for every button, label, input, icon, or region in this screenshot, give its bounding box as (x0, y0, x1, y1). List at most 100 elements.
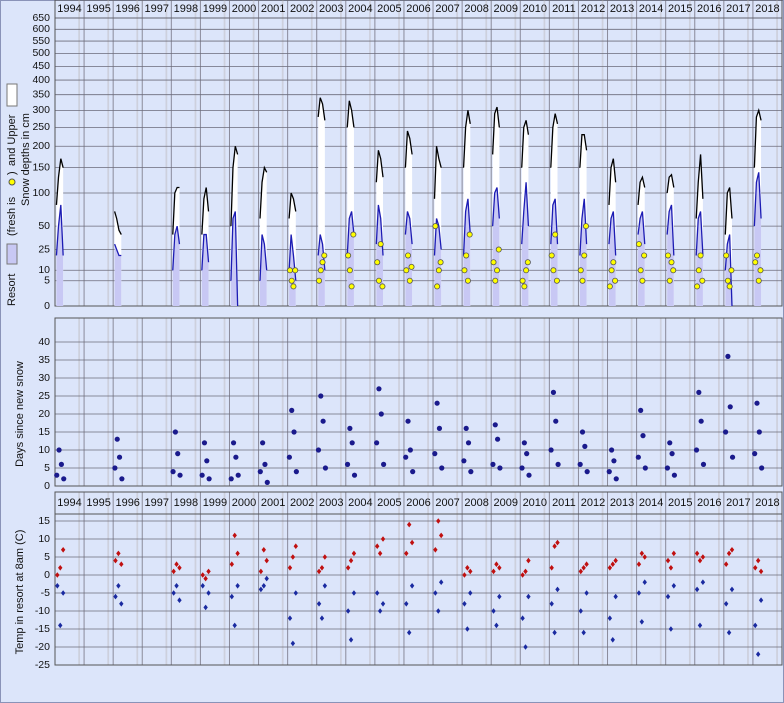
fresh-snow-point (374, 259, 381, 266)
x-tick-label: 2007 (435, 3, 459, 15)
line (375, 150, 384, 183)
point (344, 461, 351, 467)
temp-point (119, 561, 124, 567)
point (349, 440, 355, 446)
line (695, 154, 704, 219)
shade-stripe (310, 492, 313, 665)
plot-frame (54, 491, 783, 666)
temp-point (642, 554, 647, 560)
line (753, 172, 762, 227)
fresh-snow-point (432, 223, 439, 230)
x-tick-label: 1998 (174, 3, 198, 15)
line (724, 187, 733, 235)
temp-point (523, 568, 528, 575)
line (201, 187, 210, 235)
point (318, 393, 324, 399)
fresh-snow-point (581, 252, 588, 259)
fresh-snow-point (379, 283, 386, 290)
temp-point (58, 565, 63, 571)
y-tick-label: 15 (38, 426, 50, 438)
point (262, 461, 268, 467)
temp-point (729, 547, 735, 553)
temp-point (697, 622, 703, 629)
fresh-snow-point (406, 277, 413, 284)
shade-stripe (281, 318, 284, 486)
x-tick-label: 2000 (232, 3, 256, 15)
point (521, 440, 527, 446)
point (54, 472, 60, 478)
temp-point (753, 565, 758, 571)
y-tick-label: 30 (38, 372, 50, 384)
temp-point (409, 539, 415, 546)
temp-point (468, 568, 473, 575)
shade-stripe (514, 492, 517, 665)
shade-stripe (310, 318, 313, 486)
point (468, 469, 474, 475)
temp-point (316, 601, 322, 607)
shade-stripe (78, 0, 81, 306)
line (288, 192, 297, 219)
temp-point (351, 590, 357, 596)
y-label-part: and Upper (6, 114, 18, 166)
temp-point (232, 622, 237, 629)
temp-point (468, 590, 473, 596)
temp-point (409, 583, 415, 589)
x-tick-label: 2007 (435, 497, 459, 509)
point (199, 472, 205, 478)
fresh-snow-point (434, 283, 441, 290)
point (611, 458, 617, 464)
y-tick-label: 20 (38, 408, 50, 420)
fresh-snow-point (403, 267, 410, 274)
point (490, 461, 496, 467)
point (640, 433, 646, 439)
temp-point (261, 547, 266, 553)
point (642, 465, 648, 471)
x-tick-label: 2006 (406, 497, 430, 509)
temp-point (694, 586, 700, 593)
shade-stripe (659, 0, 662, 306)
temp-point (610, 561, 615, 567)
fresh-snow-point (666, 277, 673, 284)
line (492, 106, 500, 155)
fresh-snow-point (317, 267, 324, 274)
point (548, 447, 554, 453)
fresh-snow-point (694, 283, 701, 290)
fresh-snow-point (553, 277, 560, 284)
point (116, 454, 123, 460)
temp-point (171, 568, 176, 575)
point (235, 472, 241, 478)
point (351, 472, 358, 478)
temp-point (636, 561, 642, 567)
shade-stripe (747, 492, 749, 665)
fresh-snow-point (524, 259, 531, 266)
x-tick-label: 2017 (726, 3, 750, 15)
fresh-snow-point (635, 241, 642, 248)
x-tick-label: 2012 (581, 3, 605, 15)
temp-point (235, 550, 240, 557)
fresh-snow-point (346, 267, 353, 274)
fresh-snow-point (350, 231, 357, 238)
line (550, 113, 559, 168)
temp-point (258, 586, 264, 593)
x-tick-label: 2001 (261, 497, 285, 509)
temp-point (174, 561, 179, 567)
temp-point (319, 565, 325, 571)
x-tick-label: 2014 (639, 3, 663, 15)
temp-point (116, 550, 121, 557)
shade-stripe (78, 492, 81, 665)
shade-stripe (252, 0, 255, 306)
shade-stripe (339, 318, 342, 486)
temp-point (438, 579, 444, 585)
y-tick-label: 40 (38, 336, 50, 348)
x-tick-label: 2001 (261, 3, 285, 15)
temp-point (375, 590, 380, 596)
shade-stripe (107, 492, 110, 665)
point (405, 418, 411, 424)
y-label-part: Resort (6, 274, 18, 306)
point (584, 469, 590, 475)
point (172, 429, 178, 435)
point (289, 407, 295, 413)
temp-point (290, 640, 296, 647)
temp-point (526, 593, 531, 600)
fresh-snow-point (319, 259, 326, 266)
